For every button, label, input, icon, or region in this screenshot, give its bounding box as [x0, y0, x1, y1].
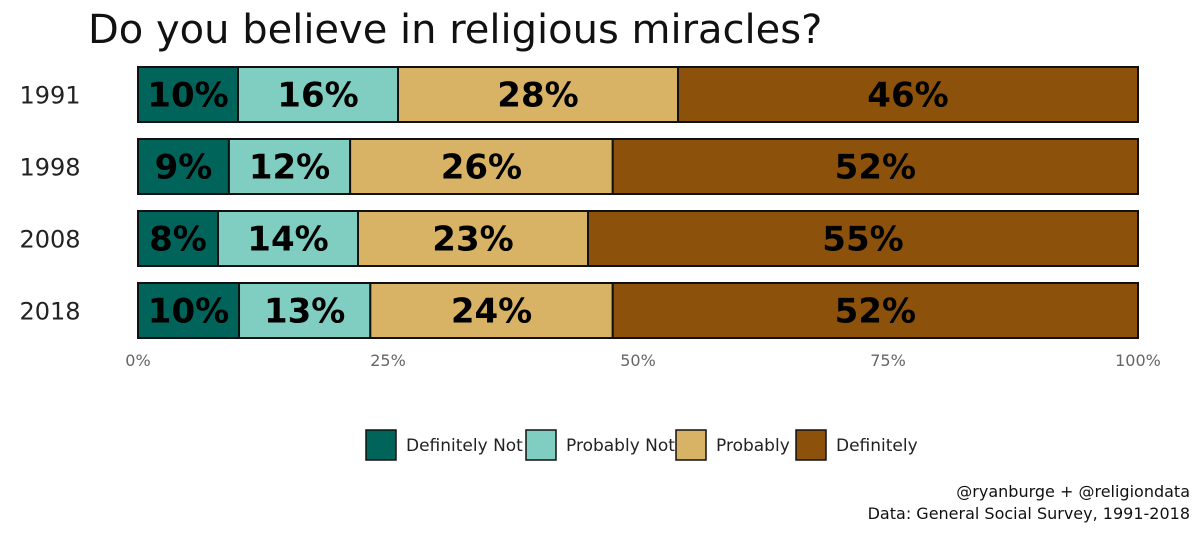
x-axis-ticks: 0% 25% 50% 75% 100% — [125, 351, 1161, 370]
bar-1991-probably — [397, 66, 679, 123]
legend-swatch-definitely-not — [365, 429, 397, 461]
y-label-2008: 2008 — [19, 226, 80, 254]
legend-label-probably: Probably — [716, 436, 790, 456]
data-label-2018-probably: 24% — [451, 292, 532, 332]
data-label-2008-probably: 23% — [432, 220, 513, 260]
bar-1991-definitely — [677, 66, 1139, 123]
legend-swatch-probably — [675, 429, 707, 461]
x-tick-label: 0% — [125, 351, 150, 370]
y-label-1998: 1998 — [19, 154, 80, 182]
data-label-1998-definitely-not: 9% — [155, 148, 213, 188]
bar-2008-definitely — [587, 210, 1139, 267]
data-label-2008-probably-not: 14% — [247, 220, 328, 260]
data-label-1998-probably-not: 12% — [249, 148, 330, 188]
x-tick-label: 25% — [370, 351, 406, 370]
legend-label-probably-not: Probably Not — [566, 436, 675, 456]
x-tick-label: 50% — [620, 351, 656, 370]
data-label-2018-definitely: 52% — [835, 292, 916, 332]
data-label-1998-definitely: 52% — [835, 148, 916, 188]
chart-title: Do you believe in religious miracles? — [88, 7, 822, 53]
data-label-2018-definitely-not: 10% — [148, 292, 229, 332]
bar-2018-definitely-not — [137, 282, 241, 339]
legend-label-definitely-not: Definitely Not — [406, 436, 523, 456]
x-tick-label: 75% — [870, 351, 906, 370]
bar-2008-probably-not — [217, 210, 359, 267]
x-tick-label: 100% — [1115, 351, 1161, 370]
data-label-2008-definitely: 55% — [822, 220, 903, 260]
data-label-1991-definitely-not: 10% — [147, 76, 228, 116]
bar-1998-definitely — [611, 138, 1139, 195]
bar-1991-probably-not — [237, 66, 399, 123]
bars-group — [137, 66, 1139, 339]
data-label-2018-probably-not: 13% — [264, 292, 345, 332]
bar-1998-probably-not — [227, 138, 352, 195]
data-label-1991-probably: 28% — [497, 76, 578, 116]
data-label-1991-probably-not: 16% — [277, 76, 358, 116]
bar-1998-definitely-not — [137, 138, 230, 195]
caption-source: Data: General Social Survey, 1991-2018 — [868, 504, 1190, 523]
bar-2008-definitely-not — [137, 210, 219, 267]
data-label-1991-definitely: 46% — [867, 76, 948, 116]
bar-2018-definitely — [611, 282, 1139, 339]
legend: Definitely Not Probably Not Probably Defini… — [365, 429, 918, 461]
bar-2018-probably-not — [238, 282, 372, 339]
bar-1998-probably — [349, 138, 614, 195]
data-label-2008-definitely-not: 8% — [149, 220, 207, 260]
legend-swatch-definitely — [795, 429, 827, 461]
bar-1991-definitely-not — [137, 66, 239, 123]
data-labels: 10% 16% 28% 46% 9% 12% 26% 52% 8% 14% 23% 55% 10% 13%… — [147, 76, 948, 332]
y-axis-labels: 1991 1998 2008 2018 — [19, 82, 80, 326]
legend-swatch-probably-not — [525, 429, 557, 461]
caption-credit: @ryanburge + @religiondata — [956, 482, 1190, 501]
data-label-1998-probably: 26% — [441, 148, 522, 188]
y-label-2018: 2018 — [19, 298, 80, 326]
legend-label-definitely: Definitely — [836, 436, 918, 456]
y-label-1991: 1991 — [19, 82, 80, 110]
